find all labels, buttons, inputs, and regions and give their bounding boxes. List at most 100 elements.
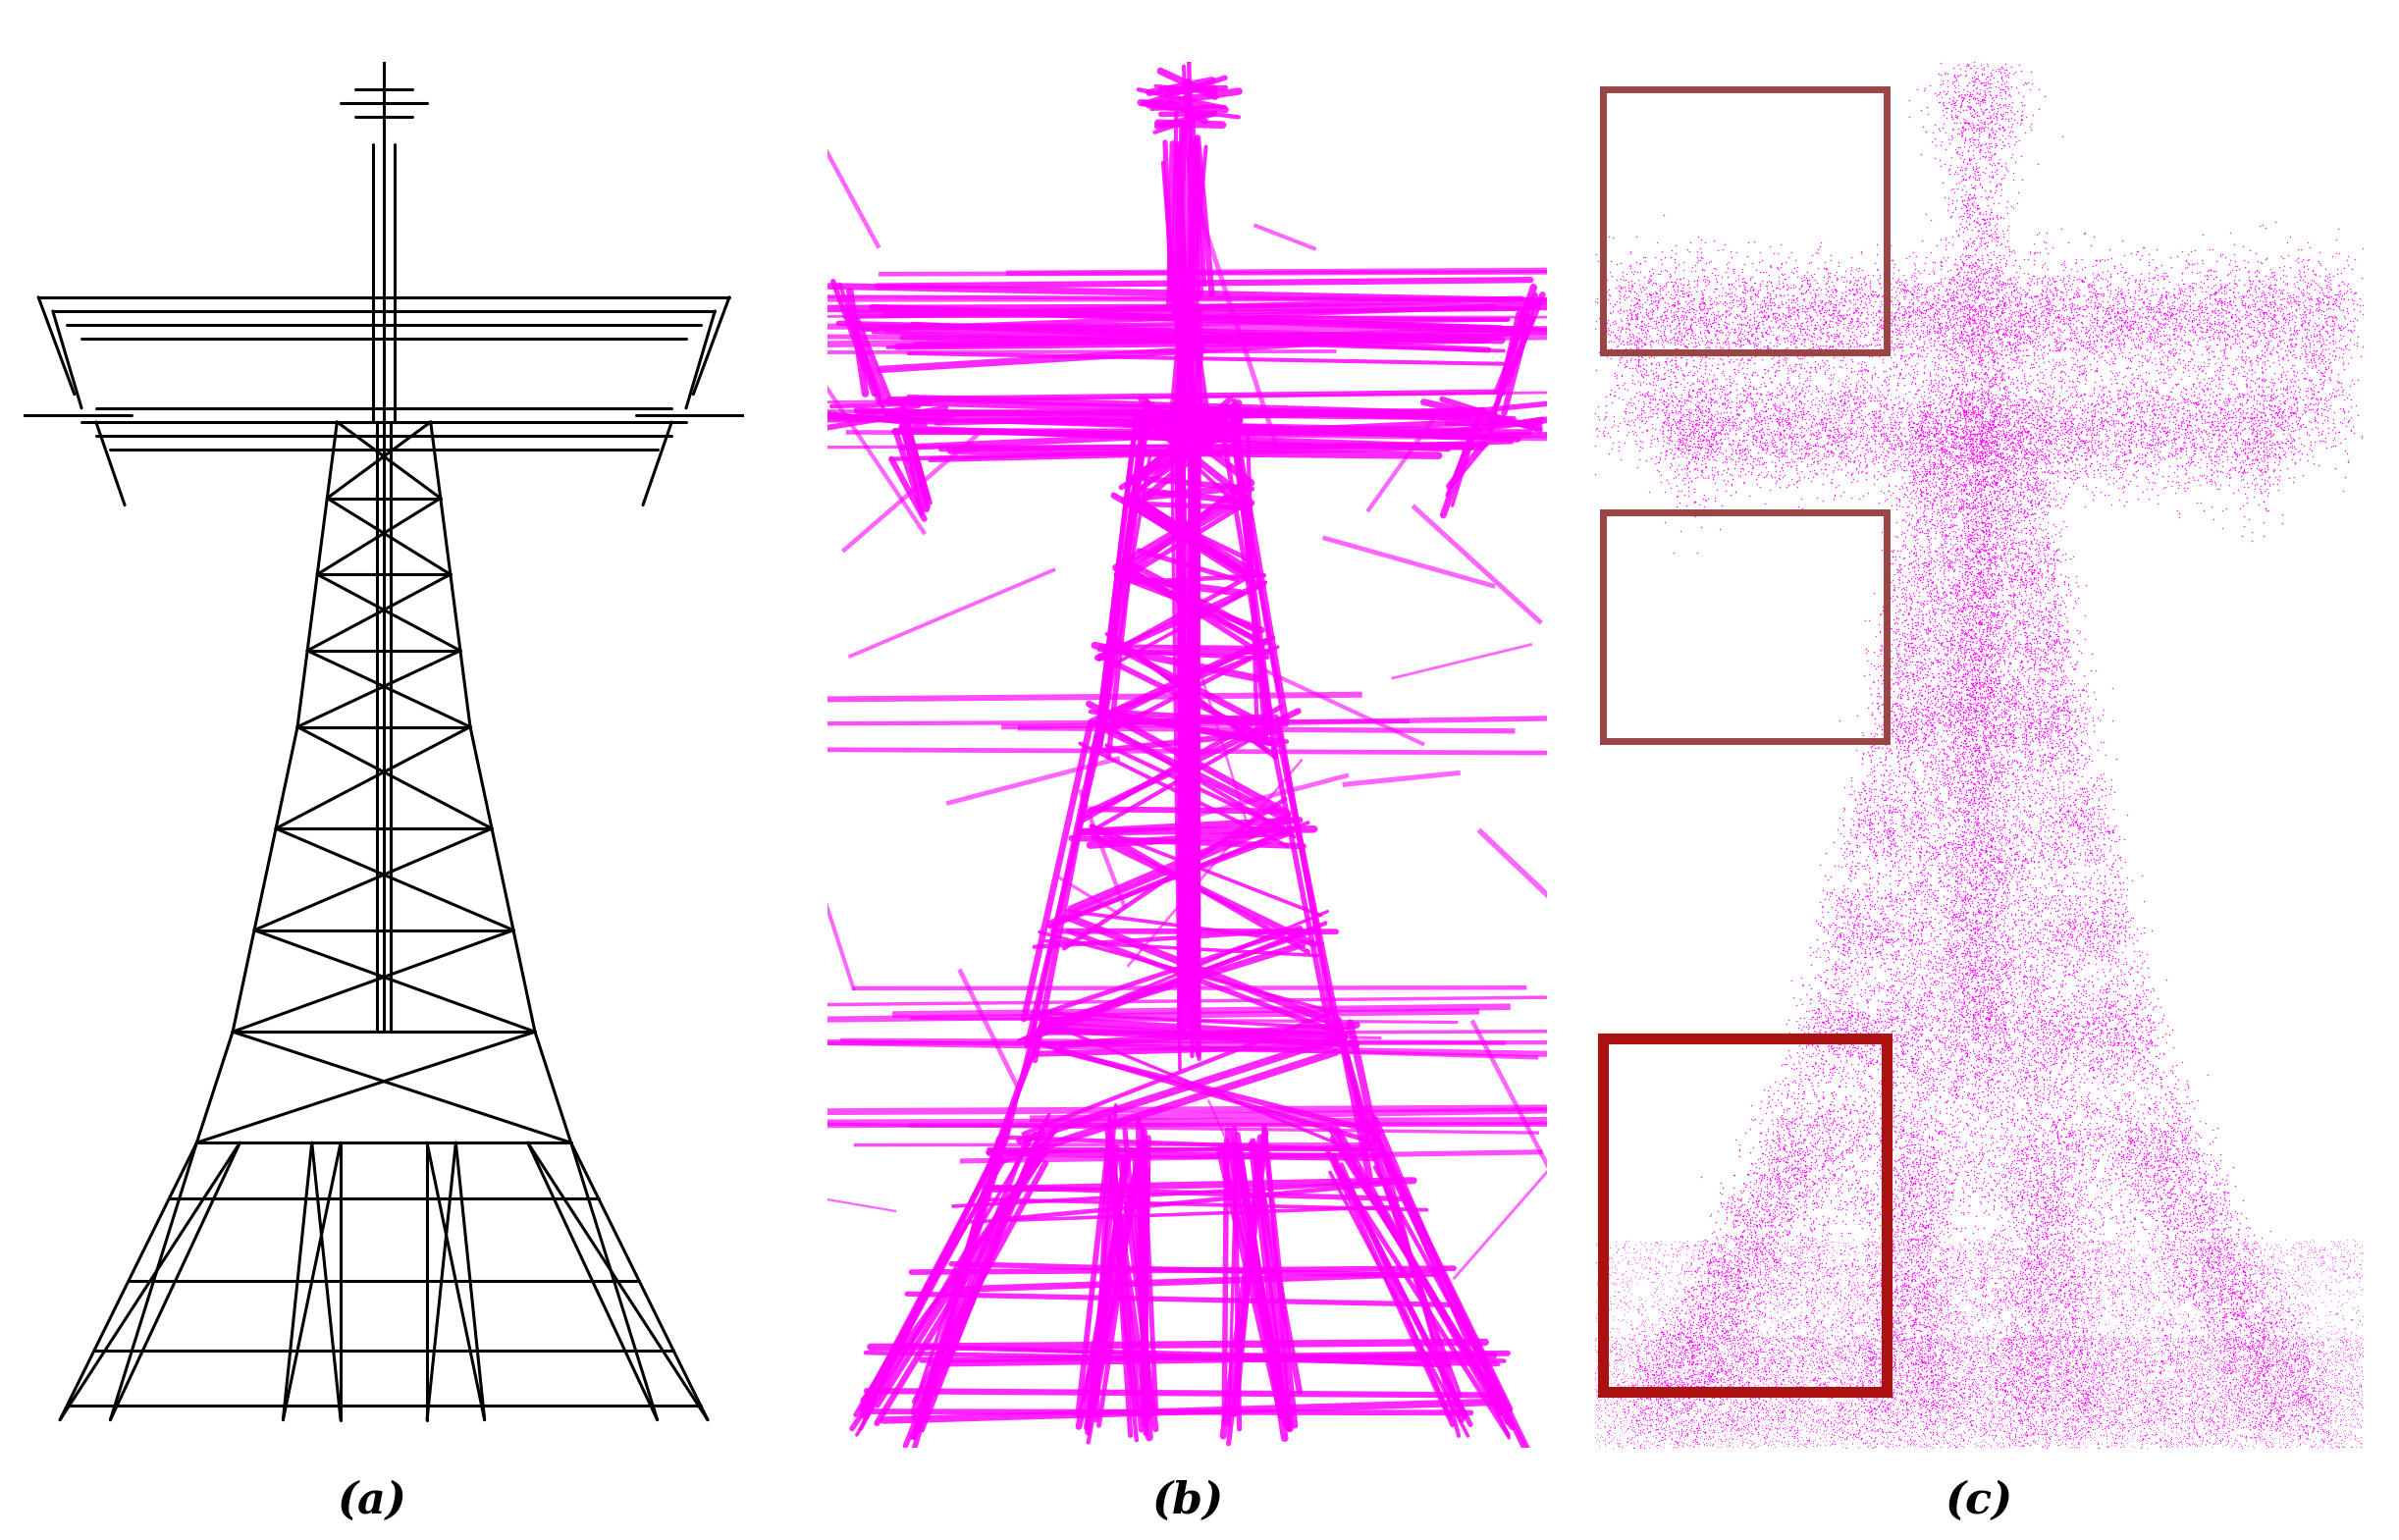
Point xyxy=(1962,1258,2001,1283)
Point xyxy=(1979,1283,2018,1307)
Point xyxy=(1555,1238,1593,1263)
Point xyxy=(1571,1364,1610,1389)
Point xyxy=(2073,825,2111,850)
Point xyxy=(1780,1397,1818,1421)
Point xyxy=(2003,1388,2042,1412)
Point xyxy=(1874,537,1912,562)
Point xyxy=(2147,1200,2185,1224)
Point xyxy=(2212,1357,2250,1381)
Point xyxy=(1607,1378,1646,1403)
Point xyxy=(1965,86,2003,111)
Point xyxy=(1986,342,2025,367)
Point xyxy=(1950,447,1989,471)
Point xyxy=(1900,1388,1938,1412)
Point xyxy=(1998,1181,2037,1206)
Point xyxy=(1850,1029,1888,1053)
Point xyxy=(1924,80,1962,105)
Point xyxy=(1725,285,1763,310)
Point xyxy=(1754,1224,1792,1249)
Point xyxy=(2176,1415,2214,1440)
Point xyxy=(2049,431,2087,456)
Point xyxy=(1881,1029,1919,1053)
Point xyxy=(1946,63,1984,88)
Point xyxy=(2020,1118,2058,1143)
Point xyxy=(2018,1181,2056,1206)
Point xyxy=(1557,1284,1595,1309)
Point xyxy=(1701,428,1739,453)
Point xyxy=(1950,310,1989,334)
Point xyxy=(1965,1284,2003,1309)
Point xyxy=(1727,1421,1766,1446)
Point xyxy=(1646,1327,1684,1352)
Point xyxy=(2193,411,2231,436)
Point xyxy=(1627,1355,1665,1380)
Point xyxy=(2161,276,2200,300)
Point xyxy=(1955,755,1994,779)
Point xyxy=(2380,1357,2399,1381)
Point xyxy=(2164,1049,2202,1073)
Point xyxy=(2054,910,2092,935)
Point xyxy=(1737,1241,1775,1266)
Point xyxy=(1571,1352,1610,1377)
Point xyxy=(1876,946,1914,970)
Point xyxy=(2133,1112,2171,1137)
Point xyxy=(1826,1267,1864,1292)
Point xyxy=(1902,1289,1941,1314)
Point xyxy=(1672,1372,1710,1397)
Point xyxy=(1701,1428,1739,1452)
Point xyxy=(2097,1432,2135,1457)
Point xyxy=(1878,1341,1917,1366)
Point xyxy=(2380,1352,2399,1377)
Point xyxy=(1934,576,1972,601)
Point xyxy=(1667,417,1706,442)
Point xyxy=(2006,419,2044,444)
Point xyxy=(2111,1281,2150,1306)
Point xyxy=(1816,1371,1854,1395)
Point xyxy=(2161,1301,2200,1326)
Point xyxy=(1970,1153,2008,1178)
Point xyxy=(1905,1348,1943,1372)
Point xyxy=(1746,1429,1785,1454)
Point xyxy=(1758,1428,1797,1452)
Point xyxy=(1938,913,1977,938)
Point xyxy=(2003,1260,2042,1284)
Point xyxy=(1998,557,2037,582)
Point xyxy=(1715,1364,1754,1389)
Point xyxy=(1910,419,1948,444)
Point xyxy=(2037,1381,2075,1406)
Point xyxy=(2279,1340,2317,1364)
Point xyxy=(1725,1352,1763,1377)
Point xyxy=(2152,1243,2190,1267)
Point xyxy=(1830,393,1869,417)
Point xyxy=(1574,1297,1612,1321)
Point xyxy=(1936,998,1974,1023)
Point xyxy=(1799,410,1838,434)
Point xyxy=(1780,1409,1818,1434)
Point xyxy=(1998,350,2037,374)
Point xyxy=(1842,1133,1881,1158)
Point xyxy=(2147,310,2185,334)
Point xyxy=(1888,1237,1926,1261)
Point xyxy=(2097,1183,2135,1207)
Point xyxy=(1720,1275,1758,1300)
Point xyxy=(1886,1161,1924,1186)
Point xyxy=(1974,642,2013,667)
Point xyxy=(2063,995,2102,1019)
Point xyxy=(2231,300,2269,325)
Point xyxy=(1955,799,1994,824)
Point xyxy=(1622,1435,1660,1460)
Point xyxy=(1912,1018,1950,1043)
Point xyxy=(1826,323,1864,348)
Point xyxy=(1698,276,1737,300)
Point xyxy=(1617,303,1655,328)
Point xyxy=(1888,816,1926,841)
Point xyxy=(1732,1380,1770,1404)
Point xyxy=(1706,1260,1744,1284)
Point xyxy=(2099,1395,2138,1420)
Point xyxy=(1943,907,1982,932)
Point xyxy=(1970,339,2008,363)
Point xyxy=(1910,439,1948,464)
Point xyxy=(2032,824,2070,849)
Point xyxy=(2152,1087,2190,1112)
Point xyxy=(1926,397,1965,422)
